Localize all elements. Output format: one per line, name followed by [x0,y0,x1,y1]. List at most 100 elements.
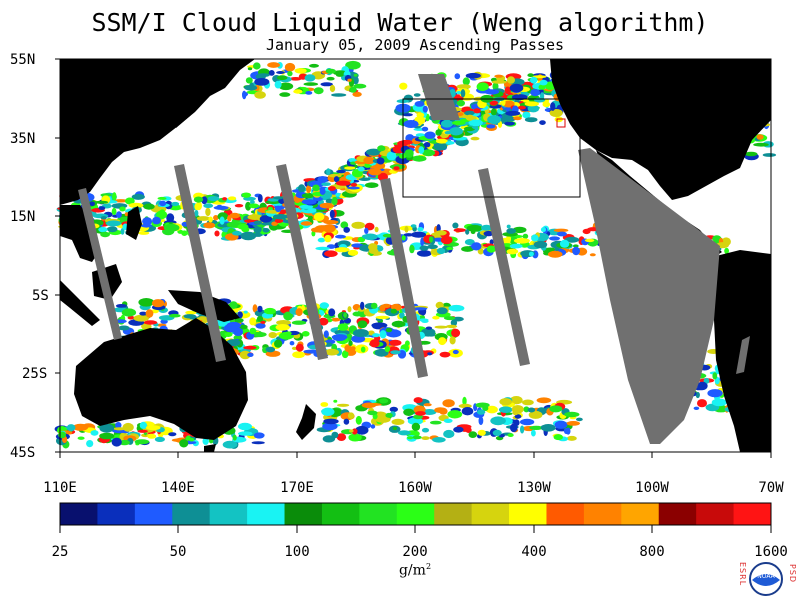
cloud-patch [429,420,442,425]
cloud-patch [312,184,320,192]
cloud-patch [695,391,700,399]
cloud-patch [407,436,414,440]
cloud-patch [313,87,324,95]
colorbar-swatch [359,503,398,525]
australia-land [74,318,248,440]
cloud-patch [194,209,199,217]
chart-subtitle: January 05, 2009 Ascending Passes [265,36,564,54]
cloud-patch [697,399,707,408]
cloud-patch [506,224,511,229]
cloud-patch [247,67,253,71]
lon-label-110e: 110E [43,480,77,496]
cloud-patch [245,77,253,84]
cloud-patch [156,210,168,220]
cloud-patch [324,348,339,356]
lat-label-25s: 25S [22,366,48,382]
cloud-patch [232,231,242,236]
cloud-patch [334,247,350,253]
cloud-patch [249,203,260,209]
cloud-patch [539,79,548,86]
cloud-patch [152,216,161,225]
cloud-patch [347,249,359,256]
cloud-patch [77,436,85,440]
cloud-patch [504,121,515,126]
sumatra-land [60,280,100,326]
cloud-patch [336,73,344,77]
cloud-patch [442,399,455,408]
cloud-patch [512,226,527,234]
cloud-patch [276,75,288,81]
cloud-patch [436,247,446,255]
lat-ticks [55,58,60,453]
cloud-patch [421,436,430,440]
colorbar-swatch [97,503,136,525]
cloud-patch [724,247,729,254]
cloud-patch [435,230,447,236]
cloud-patch [171,201,180,207]
cloud-patch [323,330,329,339]
cloud-patch [389,339,402,346]
cloud-patch [429,236,433,243]
cloud-patch [250,200,255,205]
colorbar-swatch [396,503,435,525]
swath-8 [736,336,750,374]
cloud-patch [443,418,453,423]
cloud-patch [542,101,551,108]
lat-label-15n: 15N [10,209,36,225]
cloud-patch [301,199,317,205]
cloud-patch [119,439,130,446]
cloud-patch [559,239,570,248]
cloud-patch [214,230,220,237]
cloud-patch [420,237,425,247]
cloud-patch [399,139,414,145]
cloud-patch [325,68,336,74]
cloud-patch [322,435,336,443]
cloud-patch [343,312,348,318]
cloud-patch [379,304,386,312]
lat-label-5s: 5S [32,288,49,304]
cloud-patch [467,225,473,231]
cloud-patch [138,231,150,235]
cloud-patch [331,196,338,206]
cloud-patch [360,346,366,353]
cloud-patch [344,166,356,170]
cloud-patch [536,397,552,404]
cloud-patch [421,427,430,433]
cloud-patch [426,333,436,337]
cloud-patch [234,204,244,208]
colorbar-swatch [471,503,510,525]
cloud-patch [366,148,382,156]
cloud-patch [572,244,579,248]
cloud-patch [421,126,429,132]
cloud-patch [507,76,515,84]
cloud-patch [462,396,467,406]
cloud-patch [386,151,397,161]
cloud-patch [243,310,248,314]
cloud-patch [404,226,409,233]
cloud-patch [337,403,350,407]
cloud-patch [443,316,456,321]
cloud-patch [409,244,415,254]
cloud-patch [276,320,291,326]
cloud-patch [226,321,241,330]
cloud-patch [492,429,502,436]
cloud-patch [353,83,367,89]
colorbar-swatch [658,503,697,525]
cloud-patch [317,237,326,243]
colorbar-units: g/m2 [398,562,432,579]
cloud-patch [494,74,504,78]
lon-label-160w: 160W [398,480,432,496]
cloud-patch [319,187,326,195]
cloud-patch [352,329,369,337]
cloud-patch [385,327,393,333]
cloud-patch [556,231,567,237]
cloud-patch [564,411,580,418]
cloud-patch [502,100,515,108]
cloud-patch [115,319,127,324]
cloud-patch [229,212,240,219]
cloud-patch [360,301,365,310]
cloud-patch [464,110,475,116]
cloud-patch [203,222,216,229]
cloud-patch [460,89,466,98]
